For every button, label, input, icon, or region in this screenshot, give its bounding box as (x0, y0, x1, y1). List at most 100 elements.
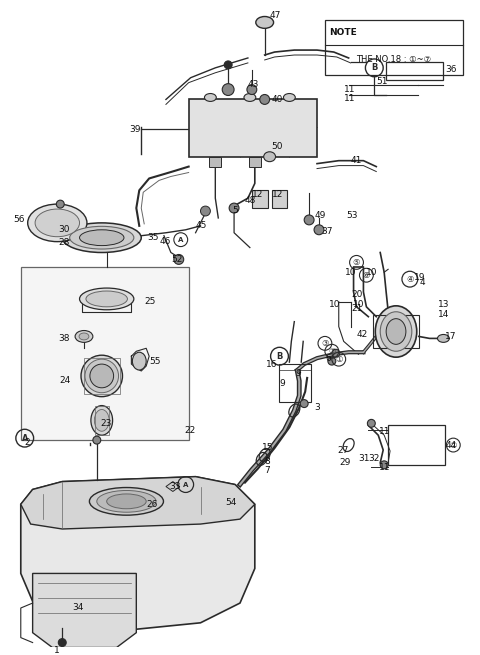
Text: 37: 37 (321, 227, 333, 236)
Text: 15: 15 (262, 443, 274, 451)
Text: 11: 11 (379, 427, 390, 436)
Text: 6: 6 (325, 354, 331, 363)
Text: 39: 39 (130, 124, 141, 134)
Text: 32: 32 (368, 455, 380, 463)
Circle shape (93, 436, 101, 444)
Text: 25: 25 (144, 297, 156, 307)
Ellipse shape (62, 223, 141, 253)
Ellipse shape (132, 352, 146, 370)
Ellipse shape (107, 494, 146, 509)
Ellipse shape (91, 405, 113, 435)
Ellipse shape (375, 306, 417, 357)
Circle shape (247, 84, 257, 94)
Ellipse shape (70, 227, 134, 249)
Text: 3: 3 (314, 403, 320, 412)
Text: 51: 51 (376, 77, 388, 86)
Polygon shape (166, 481, 180, 491)
Text: 48: 48 (245, 196, 256, 204)
Ellipse shape (35, 209, 80, 236)
Polygon shape (33, 573, 136, 648)
Text: 40: 40 (272, 95, 283, 104)
Text: ②: ② (328, 346, 336, 356)
Ellipse shape (284, 94, 295, 102)
Ellipse shape (75, 331, 93, 343)
Text: 12: 12 (252, 190, 263, 198)
Bar (279, 364, 311, 402)
Text: A: A (183, 481, 188, 487)
Ellipse shape (90, 364, 114, 388)
Text: ⑥: ⑥ (363, 271, 370, 280)
Text: ⑦: ⑦ (450, 441, 457, 449)
Bar (95, 405, 108, 435)
Text: 11: 11 (344, 94, 356, 103)
Bar (386, 62, 444, 80)
Text: 16: 16 (266, 360, 277, 369)
Ellipse shape (86, 291, 127, 307)
Text: 2: 2 (24, 438, 30, 447)
Ellipse shape (80, 230, 124, 246)
Circle shape (224, 61, 232, 69)
Text: 42: 42 (357, 330, 368, 339)
Text: 10: 10 (345, 268, 357, 277)
Text: 35: 35 (147, 233, 159, 242)
Text: NOTE: NOTE (329, 28, 357, 37)
Circle shape (314, 225, 324, 234)
Bar (249, 157, 261, 166)
Text: 4: 4 (420, 278, 425, 287)
Text: 46: 46 (159, 237, 171, 246)
Bar (252, 191, 268, 208)
Text: 22: 22 (184, 426, 195, 435)
Bar (272, 191, 288, 208)
Text: 10: 10 (329, 301, 341, 309)
Text: 47: 47 (270, 11, 281, 20)
Text: 52: 52 (171, 255, 182, 264)
Text: 29: 29 (339, 458, 350, 467)
Text: ③: ③ (321, 339, 329, 348)
Ellipse shape (28, 204, 87, 242)
Text: 45: 45 (195, 221, 207, 231)
Text: 44: 44 (445, 441, 456, 449)
Circle shape (260, 94, 270, 104)
Text: 41: 41 (350, 156, 362, 165)
Ellipse shape (81, 355, 122, 397)
Ellipse shape (97, 491, 156, 512)
Text: 24: 24 (59, 377, 70, 385)
Text: ④: ④ (406, 274, 414, 284)
Text: B: B (371, 64, 377, 72)
Ellipse shape (95, 409, 109, 431)
Circle shape (328, 357, 336, 365)
Text: 23: 23 (100, 419, 112, 428)
Circle shape (229, 203, 239, 213)
Circle shape (367, 419, 375, 427)
Text: 7: 7 (264, 466, 270, 476)
Circle shape (332, 349, 340, 357)
Text: THE NO.18 : ①~⑦: THE NO.18 : ①~⑦ (357, 55, 432, 64)
Bar (84, 358, 120, 394)
Circle shape (56, 200, 64, 208)
Text: 31: 31 (359, 455, 370, 463)
Ellipse shape (386, 319, 406, 345)
Text: 11: 11 (379, 463, 390, 472)
Text: 14: 14 (437, 310, 449, 319)
Text: 20: 20 (351, 290, 362, 299)
Ellipse shape (80, 288, 134, 310)
Text: A: A (22, 434, 28, 443)
Circle shape (380, 461, 388, 469)
Circle shape (304, 215, 314, 225)
Text: 30: 30 (59, 225, 70, 234)
Text: 28: 28 (59, 238, 70, 247)
Text: 49: 49 (315, 212, 326, 221)
Text: ⑤: ⑤ (353, 258, 360, 267)
Ellipse shape (204, 94, 216, 102)
Text: 19: 19 (414, 272, 425, 282)
Text: 38: 38 (59, 334, 70, 343)
Text: 43: 43 (248, 80, 259, 89)
Ellipse shape (264, 152, 276, 162)
Text: 34: 34 (72, 603, 84, 612)
Text: 55: 55 (149, 356, 161, 365)
Bar (209, 157, 221, 166)
Text: 26: 26 (146, 500, 157, 509)
Bar (325, 20, 463, 75)
Text: 54: 54 (225, 498, 237, 507)
Ellipse shape (437, 335, 449, 343)
